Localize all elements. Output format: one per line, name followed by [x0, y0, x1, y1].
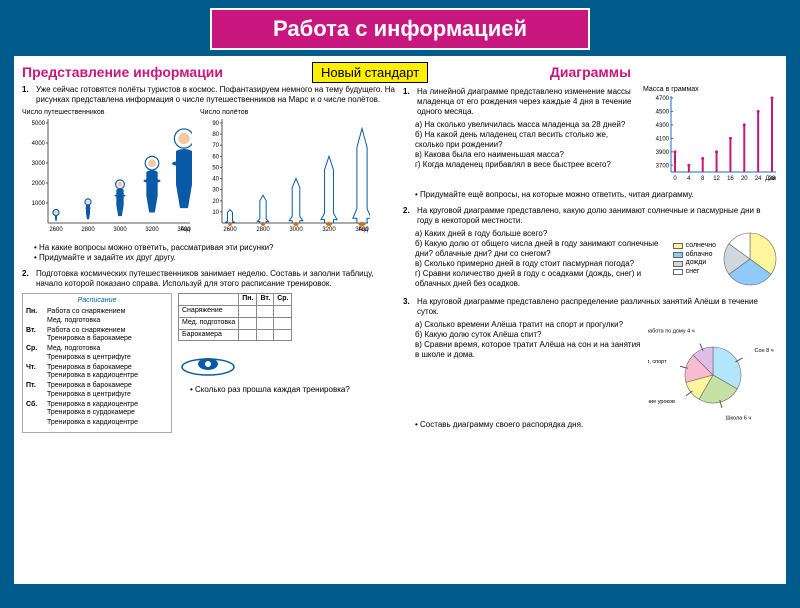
legend-item: снег: [673, 268, 716, 277]
svg-text:10: 10: [212, 210, 219, 216]
right-q2: 2.На круговой диаграмме представлено, ка…: [403, 206, 778, 226]
schedule-box: Расписание Пн.Работа со снаряжениемМед. …: [22, 293, 172, 433]
schedule-row: Сб.Тренировка в кардиоцентреТренировка в…: [26, 401, 168, 419]
right-q1: 1.На линейной диаграмме представлено изм…: [403, 87, 637, 117]
right-bullet-3: Составь диаграмму своего распорядка дня.: [415, 420, 778, 430]
flights-chart: Число полётов 10203040506070809026002800…: [200, 109, 370, 238]
travelers-chart: Число путешественников 10002000300040005…: [22, 109, 192, 238]
svg-text:Приготовление уроков: Приготовление уроков: [648, 399, 675, 405]
svg-text:3700: 3700: [656, 164, 670, 170]
schedule-row: Чт.Тренировка в барокамереТренировка в к…: [26, 364, 168, 382]
svg-text:Еда, отдых, работа по дому 4 ч: Еда, отдых, работа по дому 4 ч: [648, 329, 695, 335]
schedule-row: Пн.Работа со снаряжениемМед. подготовка: [26, 308, 168, 326]
svg-text:80: 80: [212, 132, 219, 138]
standard-badge: Новый стандарт: [312, 62, 428, 83]
right-q3: 3.На круговой диаграмме представлено рас…: [403, 297, 778, 317]
textbook-spread: Новый стандарт Представление информации …: [14, 56, 786, 584]
svg-text:40: 40: [212, 177, 219, 183]
mass-chart: Масса в граммах 370039004100430045004700…: [643, 86, 778, 185]
svg-text:3200: 3200: [145, 227, 159, 233]
svg-text:2800: 2800: [81, 227, 95, 233]
svg-text:8: 8: [701, 176, 705, 182]
svg-text:Дни: Дни: [765, 176, 776, 182]
legend-item: солнечно: [673, 242, 716, 251]
schedule-row: Вт.Работа со снаряжениемТренировка в бар…: [26, 327, 168, 345]
svg-text:3000: 3000: [113, 227, 127, 233]
svg-text:5000: 5000: [32, 121, 46, 127]
svg-text:60: 60: [212, 155, 219, 161]
training-table: Пн.Вт.Ср.Снаряжение Мед. подготовка Баро…: [178, 293, 292, 341]
legend-item: дожди: [673, 259, 716, 268]
svg-text:3000: 3000: [289, 227, 303, 233]
training-table-wrap: Пн.Вт.Ср.Снаряжение Мед. подготовка Баро…: [178, 293, 350, 433]
weather-pie-wrap: солнечнооблачнодождиснег: [673, 231, 778, 287]
svg-text:4000: 4000: [32, 141, 46, 147]
svg-text:4: 4: [687, 176, 691, 182]
svg-text:16: 16: [727, 176, 734, 182]
weather-pie: [722, 231, 778, 287]
svg-text:90: 90: [212, 121, 219, 127]
svg-text:50: 50: [212, 166, 219, 172]
svg-text:20: 20: [741, 176, 748, 182]
legend-item: облачно: [673, 251, 716, 260]
left-bullet-3: Сколько раз прошла каждая тренировка?: [190, 385, 350, 395]
schedule-row: Тренировка в кардиоцентре: [26, 419, 168, 428]
svg-text:24: 24: [755, 176, 762, 182]
left-page: Представление информации 1.Уже сейчас го…: [22, 64, 397, 576]
svg-text:3000: 3000: [32, 161, 46, 167]
left-q2: 2.Подготовка космических путешественнико…: [22, 269, 397, 289]
svg-text:Сон 8 ч: Сон 8 ч: [755, 348, 774, 354]
svg-text:2000: 2000: [32, 181, 46, 187]
schedule-row: Пт.Тренировка в барокамереТренировка в ц…: [26, 382, 168, 400]
svg-text:2800: 2800: [256, 227, 270, 233]
svg-text:20: 20: [212, 199, 219, 205]
svg-text:70: 70: [212, 143, 219, 149]
right-title: Диаграммы: [403, 64, 778, 82]
svg-text:0: 0: [673, 176, 677, 182]
header-badge: Работа с информацией: [210, 8, 590, 50]
svg-text:4700: 4700: [656, 96, 670, 102]
right-page: Диаграммы 1.На линейной диаграмме предст…: [403, 64, 778, 576]
centrifuge-icon: [178, 347, 238, 381]
svg-text:30: 30: [212, 188, 219, 194]
svg-text:4300: 4300: [656, 123, 670, 129]
weather-legend: солнечнооблачнодождиснег: [673, 242, 716, 277]
left-bullet-1: На какие вопросы можно ответить, рассмат…: [34, 243, 397, 253]
day-pie: Сон 8 ч Школа 6 ч Приготовление уроков Прог…: [648, 320, 778, 420]
svg-text:Год: Год: [358, 227, 368, 233]
svg-text:3900: 3900: [656, 150, 670, 156]
svg-text:2600: 2600: [49, 227, 63, 233]
svg-text:Школа 6 ч: Школа 6 ч: [726, 416, 752, 421]
svg-text:4500: 4500: [656, 110, 670, 116]
svg-text:1000: 1000: [32, 201, 46, 207]
svg-text:4100: 4100: [656, 137, 670, 143]
day-pie-wrap: Сон 8 ч Школа 6 ч Приготовление уроков Прог…: [648, 320, 778, 420]
svg-text:Прогулки, спорт: Прогулки, спорт: [648, 359, 667, 365]
svg-text:2600: 2600: [223, 227, 237, 233]
svg-text:Год: Год: [180, 227, 190, 233]
right-bullet-1: Придумайте ещё вопросы, на которые можно…: [415, 190, 778, 200]
schedule-row: Ср.Мед. подготовкаТренировка в центрифуг…: [26, 345, 168, 363]
svg-text:3200: 3200: [322, 227, 336, 233]
left-bullet-2: Придумайте и задайте их друг другу.: [34, 253, 397, 263]
left-q1: 1.Уже сейчас готовятся полёты туристов в…: [22, 85, 397, 105]
svg-text:12: 12: [713, 176, 720, 182]
